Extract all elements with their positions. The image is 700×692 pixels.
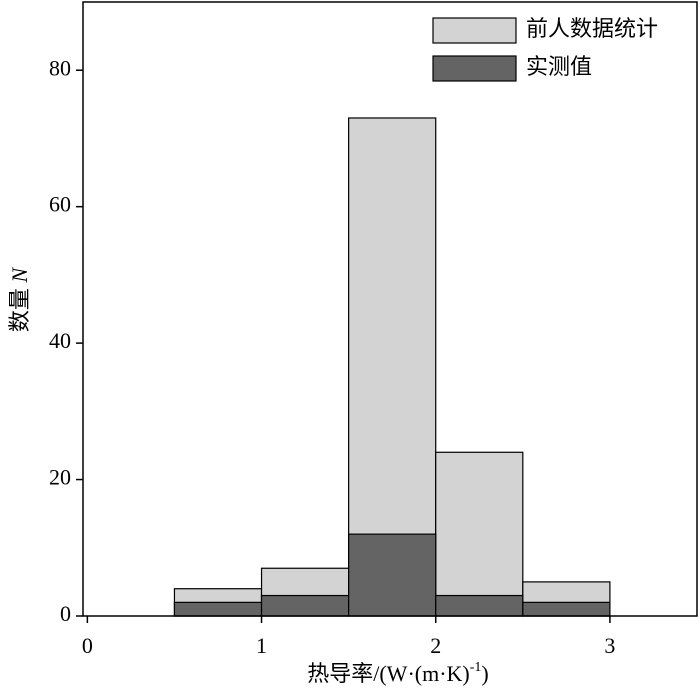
x-label-sup: -1 [470, 660, 482, 675]
y-tick-label: 60 [49, 192, 71, 217]
x-tick-label: 3 [604, 633, 615, 658]
x-label-suffix: ) [481, 661, 488, 686]
bar [173, 601, 263, 617]
legend-swatch [432, 55, 517, 82]
y-axis-label: 数量 N [7, 267, 32, 333]
bar [435, 594, 524, 617]
bar [522, 601, 611, 617]
y-tick-label: 0 [60, 601, 71, 626]
legend-label: 实测值 [526, 54, 592, 79]
x-tick-label: 2 [430, 633, 441, 658]
bar [348, 117, 437, 617]
y-tick-label: 20 [49, 465, 71, 490]
y-tick-label: 80 [49, 55, 71, 80]
x-axis-label: 热导率/(W·(m·K)-1) [307, 660, 489, 686]
x-label-text: 热导率/(W·(m·K) [307, 661, 470, 686]
y-label-italic: N [7, 267, 32, 284]
legend-label: 前人数据统计 [526, 16, 658, 41]
bar [260, 594, 350, 617]
x-tick-label: 0 [82, 633, 93, 658]
plot-frame [82, 1, 698, 617]
legend-swatch [432, 17, 517, 44]
y-label-text: 数量 [7, 288, 32, 332]
bar [348, 533, 437, 617]
x-tick-label: 1 [256, 633, 267, 658]
bar [435, 451, 524, 617]
y-tick-label: 40 [49, 328, 71, 353]
